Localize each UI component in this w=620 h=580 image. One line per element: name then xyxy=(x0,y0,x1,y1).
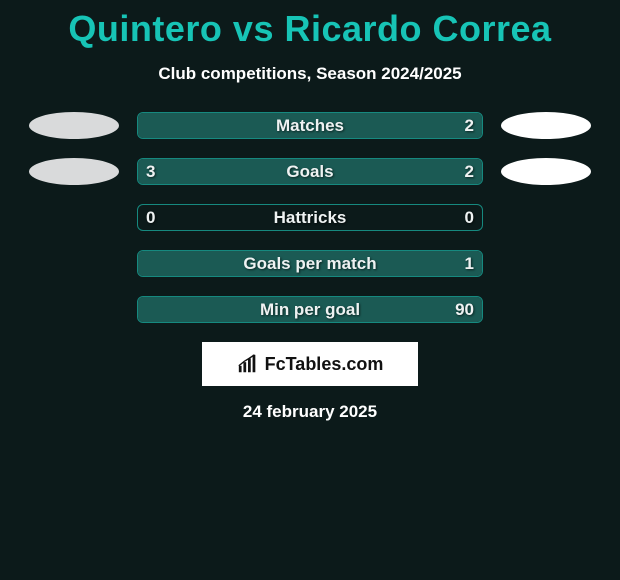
page-title: Quintero vs Ricardo Correa xyxy=(0,0,620,50)
logo-box: FcTables.com xyxy=(202,342,418,386)
stat-value-left: 0 xyxy=(146,208,155,228)
disc-spacer xyxy=(29,204,119,231)
stat-row: 3 2 Goals xyxy=(0,158,620,185)
stat-row: 2 Matches xyxy=(0,112,620,139)
subtitle: Club competitions, Season 2024/2025 xyxy=(0,64,620,84)
stat-bar: 90 Min per goal xyxy=(137,296,483,323)
stat-value-right: 0 xyxy=(465,208,474,228)
stat-value-right: 2 xyxy=(465,162,474,182)
stat-bar: 0 0 Hattricks xyxy=(137,204,483,231)
stat-value-right: 1 xyxy=(465,254,474,274)
stat-value-right: 2 xyxy=(465,116,474,136)
disc-spacer xyxy=(29,296,119,323)
disc-spacer xyxy=(501,296,591,323)
stat-label: Min per goal xyxy=(260,300,360,320)
player-disc-left xyxy=(29,112,119,139)
stat-row: 0 0 Hattricks xyxy=(0,204,620,231)
disc-spacer xyxy=(501,204,591,231)
stat-label: Goals xyxy=(286,162,333,182)
date-text: 24 february 2025 xyxy=(0,402,620,422)
stat-bar: 3 2 Goals xyxy=(137,158,483,185)
player-disc-left xyxy=(29,158,119,185)
stat-row: 90 Min per goal xyxy=(0,296,620,323)
disc-spacer xyxy=(29,250,119,277)
player-disc-right xyxy=(501,112,591,139)
player-disc-right xyxy=(501,158,591,185)
stat-value-left: 3 xyxy=(146,162,155,182)
stat-bar: 1 Goals per match xyxy=(137,250,483,277)
disc-spacer xyxy=(501,250,591,277)
stat-row: 1 Goals per match xyxy=(0,250,620,277)
chart-icon xyxy=(237,353,259,375)
stat-value-right: 90 xyxy=(455,300,474,320)
stat-label: Hattricks xyxy=(274,208,347,228)
logo-text: FcTables.com xyxy=(265,354,384,375)
stat-bar: 2 Matches xyxy=(137,112,483,139)
stat-label: Goals per match xyxy=(243,254,376,274)
stat-label: Matches xyxy=(276,116,344,136)
stats-area: 2 Matches 3 2 Goals 0 0 Hattricks 1 Goals per mat… xyxy=(0,112,620,323)
